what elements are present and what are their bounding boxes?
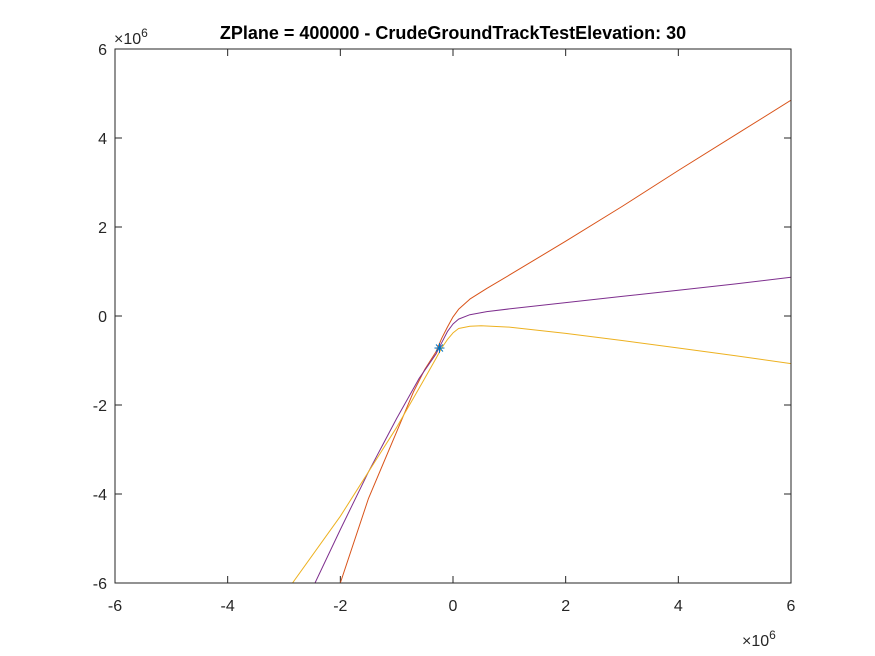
series-line-3	[292, 325, 791, 583]
x-tick-label: -2	[333, 598, 347, 615]
chart-title: ZPlane = 400000 - CrudeGroundTrackTestEl…	[220, 23, 686, 43]
axes-box	[114, 48, 792, 584]
y-tick-label: 4	[98, 131, 107, 148]
y-tick-label: 6	[98, 42, 107, 59]
y-tick-label: -6	[93, 576, 107, 593]
y-tick-label: -4	[93, 487, 107, 504]
y-axis-exponent-power: 6	[141, 26, 148, 40]
x-tick-label: 2	[561, 598, 570, 615]
y-tick-label: 2	[98, 220, 107, 237]
x-axis-exponent-power: 6	[769, 628, 776, 642]
y-axis-exponent: ×106	[114, 26, 148, 48]
x-tick-label: -4	[221, 598, 235, 615]
x-tick-label: 6	[787, 598, 796, 615]
axes-frame	[115, 49, 791, 583]
x-axis-ticks: -6 -4 -2 0 2 4 6	[108, 49, 796, 615]
marker-layer	[434, 343, 445, 354]
y-tick-label: 0	[98, 309, 107, 326]
x-tick-label: 0	[449, 598, 458, 615]
series-layer	[292, 99, 791, 583]
x-tick-label: 4	[674, 598, 683, 615]
y-axis-exponent-base: ×10	[114, 31, 141, 48]
plot-area	[115, 49, 791, 583]
asterisk-marker	[434, 343, 445, 354]
series-line-1	[339, 99, 791, 583]
x-axis-exponent-base: ×10	[742, 633, 769, 650]
x-axis-exponent: ×106	[742, 628, 776, 650]
x-tick-label: -6	[108, 598, 122, 615]
series-line-2	[314, 276, 791, 583]
y-tick-label: -2	[93, 398, 107, 415]
